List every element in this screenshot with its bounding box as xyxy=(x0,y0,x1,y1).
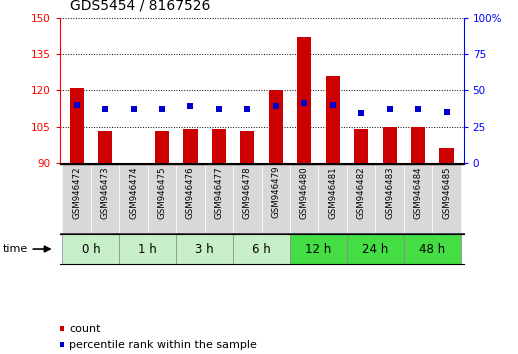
Text: GSM946478: GSM946478 xyxy=(243,166,252,219)
Bar xyxy=(319,164,347,233)
Point xyxy=(414,106,422,112)
Bar xyxy=(62,234,119,264)
Text: GDS5454 / 8167526: GDS5454 / 8167526 xyxy=(70,0,210,12)
Bar xyxy=(176,164,205,233)
Bar xyxy=(91,164,119,233)
Point xyxy=(300,101,308,106)
Text: GSM946484: GSM946484 xyxy=(413,166,423,219)
Text: GSM946474: GSM946474 xyxy=(129,166,138,219)
Bar xyxy=(98,131,112,163)
Bar xyxy=(404,234,461,264)
Point xyxy=(158,106,166,112)
Point xyxy=(73,102,81,108)
Text: 6 h: 6 h xyxy=(252,242,271,256)
Point xyxy=(215,106,223,112)
Point xyxy=(186,103,195,109)
Text: GSM946475: GSM946475 xyxy=(157,166,166,219)
Point xyxy=(130,106,138,112)
Bar xyxy=(326,76,340,163)
Bar xyxy=(212,129,226,163)
Point xyxy=(357,111,365,116)
Bar xyxy=(62,164,91,233)
Bar xyxy=(269,90,283,163)
Text: GSM946485: GSM946485 xyxy=(442,166,451,219)
Bar xyxy=(297,37,311,163)
Bar xyxy=(347,234,404,264)
Text: GSM946476: GSM946476 xyxy=(186,166,195,219)
Text: percentile rank within the sample: percentile rank within the sample xyxy=(69,339,257,350)
Bar xyxy=(439,148,454,163)
Point xyxy=(328,102,337,108)
Bar xyxy=(233,234,290,264)
Text: GSM946483: GSM946483 xyxy=(385,166,394,219)
Text: 48 h: 48 h xyxy=(419,242,445,256)
Bar xyxy=(382,127,397,163)
Bar xyxy=(119,234,176,264)
Bar xyxy=(148,164,176,233)
Text: GSM946482: GSM946482 xyxy=(357,166,366,219)
Text: GSM946479: GSM946479 xyxy=(271,166,280,218)
Point xyxy=(271,103,280,109)
Text: GSM946480: GSM946480 xyxy=(300,166,309,219)
Bar xyxy=(376,164,404,233)
Bar xyxy=(347,164,376,233)
Text: GSM946481: GSM946481 xyxy=(328,166,337,219)
Bar xyxy=(233,164,262,233)
Bar xyxy=(262,164,290,233)
Point xyxy=(101,106,109,112)
Point xyxy=(385,106,394,112)
Text: 24 h: 24 h xyxy=(362,242,388,256)
Point xyxy=(243,106,252,112)
Bar xyxy=(433,164,461,233)
Text: GSM946472: GSM946472 xyxy=(72,166,81,219)
Bar xyxy=(69,88,84,163)
Bar xyxy=(354,129,368,163)
Text: 0 h: 0 h xyxy=(81,242,100,256)
Bar xyxy=(404,164,433,233)
Bar xyxy=(240,131,254,163)
Bar xyxy=(290,164,319,233)
Bar xyxy=(183,129,197,163)
Point xyxy=(442,109,451,115)
Text: count: count xyxy=(69,324,100,334)
Bar xyxy=(290,234,347,264)
Bar xyxy=(176,234,233,264)
Bar xyxy=(155,131,169,163)
Bar xyxy=(119,164,148,233)
Bar xyxy=(411,127,425,163)
Text: GSM946473: GSM946473 xyxy=(100,166,110,219)
Text: 3 h: 3 h xyxy=(195,242,214,256)
Text: GSM946477: GSM946477 xyxy=(214,166,223,219)
Text: 12 h: 12 h xyxy=(306,242,332,256)
Text: 1 h: 1 h xyxy=(138,242,157,256)
Text: time: time xyxy=(3,244,28,254)
Bar xyxy=(205,164,233,233)
